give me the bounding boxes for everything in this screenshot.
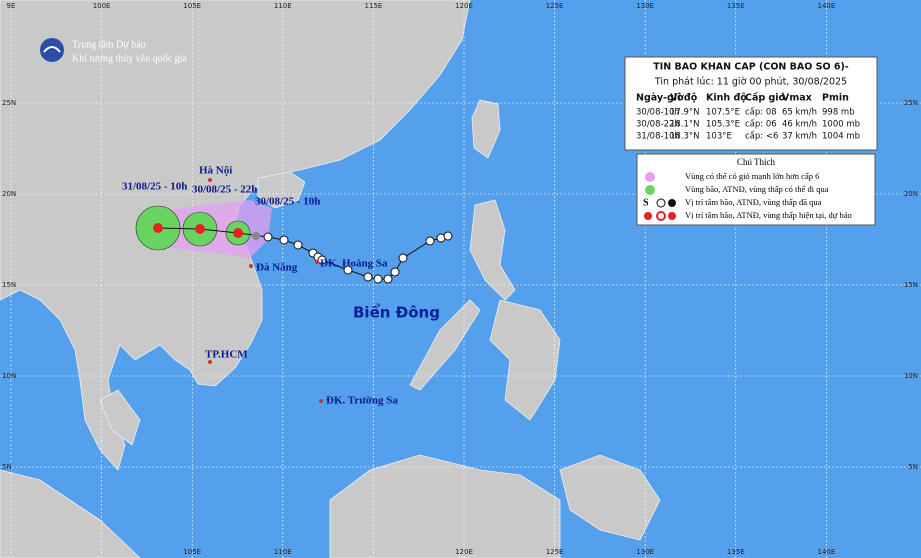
lat-label: 20N: [2, 190, 16, 198]
table-header: Kinh độ: [706, 93, 747, 104]
lon-label: 110E: [274, 548, 292, 556]
legend-item: Vị trí tâm bão, ATNĐ, vùng thấp hiện tại…: [685, 210, 852, 220]
place-markers: [208, 178, 323, 403]
lat-label: 10N: [904, 372, 918, 380]
past-positions: [263, 231, 453, 284]
lat-label: 15N: [904, 281, 918, 289]
legend-title: Chú Thích: [737, 157, 776, 167]
legend-box: Chú Thích S Vùng có thể có gió mạnh lớn …: [636, 153, 876, 226]
forecast-time: 31/08/25 - 10h: [122, 181, 187, 193]
current-forecast-positions: [153, 223, 260, 240]
table-header: Pmin: [822, 93, 849, 104]
lon-label: 105E: [183, 2, 201, 10]
lon-label: 135E: [727, 548, 745, 556]
org-name: Trung tâm Dự báo: [72, 39, 146, 50]
table-cell: 46 km/h: [782, 120, 817, 130]
lat-label: 25N: [2, 99, 16, 107]
storm-track: [157, 227, 449, 280]
lon-label: 120E: [455, 2, 473, 10]
table-cell: 107.5°E: [706, 108, 740, 118]
table-cell: cấp: 06: [745, 119, 777, 130]
forecast-time: 30/08/25 - 22h: [192, 184, 257, 196]
table-cell: 103°E: [706, 132, 732, 142]
lon-label: 135E: [727, 2, 745, 10]
table-cell: cấp: <6: [745, 131, 778, 142]
lon-label: 115E: [365, 2, 383, 10]
legend-item: Vùng bão, ATNĐ, vùng thấp có thể đi qua: [685, 184, 829, 194]
lon-label: 125E: [546, 2, 564, 10]
table-cell: 105.3°E: [706, 120, 740, 130]
logo-block: Trung tâm Dự báo Khí tượng thủy văn quốc…: [40, 38, 187, 64]
lon-label: 110E: [274, 2, 292, 10]
table-cell: 1000 mb: [822, 120, 860, 130]
place-label: ĐK. Hoàng Sa: [320, 258, 388, 270]
place-label: Đà Nẵng: [256, 262, 298, 274]
lon-label: 100E: [93, 2, 111, 10]
forecast-time: 30/08/25 - 10h: [255, 196, 320, 208]
table-cell: 65 km/h: [782, 108, 817, 118]
lon-label: 105E: [183, 548, 201, 556]
legend-item: Vị trí tâm bão, ATNĐ, vùng thấp đã qua: [685, 197, 822, 207]
table-cell: 30/08-10h: [636, 108, 680, 118]
legend-item: Vùng có thể có gió mạnh lớn hơn cấp 6: [685, 171, 819, 181]
table-header: Vmax: [782, 93, 812, 104]
place-label: TP.HCM: [205, 349, 248, 361]
table-cell: 30/08-22h: [636, 120, 680, 130]
lon-label: 125E: [546, 548, 564, 556]
lon-label: 130E: [636, 548, 654, 556]
lat-label: 10N: [2, 372, 16, 380]
lat-label: 5N: [2, 463, 12, 471]
table-cell: 17.9°N: [670, 108, 700, 118]
table-cell: 1004 mb: [822, 132, 860, 142]
place-label: Hà Nội: [199, 165, 232, 177]
table-cell: 31/08-10h: [636, 132, 680, 142]
table-header: Cấp gió: [745, 93, 786, 104]
table-cell: cấp: 08: [745, 107, 777, 118]
place-label: ĐK. Trường Sa: [326, 395, 398, 407]
bulletin-box: TIN BAO KHAN CAP (CON BAO SO 6)- Tin phá…: [624, 56, 878, 151]
table-cell: 18.1°N: [670, 120, 700, 130]
table-header: Vĩ độ: [670, 93, 698, 104]
table-cell: 18.3°N: [670, 132, 700, 142]
sea-label: Biển Đông: [353, 303, 440, 322]
table-cell: 998 mb: [822, 108, 855, 118]
lon-label: 130E: [636, 2, 654, 10]
table-cell: 37 km/h: [782, 132, 817, 142]
lon-label: 140E: [818, 2, 836, 10]
lat-label: 20N: [904, 190, 918, 198]
lat-label: 15N: [2, 281, 16, 289]
table-header: Ngày-giờ: [636, 93, 684, 104]
legend-icon: S: [643, 197, 649, 208]
lon-label: 120E: [455, 548, 473, 556]
org-name: Khí tượng thủy văn quốc gia: [72, 53, 187, 64]
lat-label: 25N: [904, 99, 918, 107]
bulletin-issued: Tin phát lúc: 11 giờ 00 phút, 30/08/2025: [654, 77, 847, 88]
lon-label: 9E: [7, 2, 16, 10]
bulletin-title: TIN BAO KHAN CAP (CON BAO SO 6)-: [653, 62, 849, 73]
lat-label: 5N: [908, 463, 918, 471]
lon-label: 140E: [818, 548, 836, 556]
